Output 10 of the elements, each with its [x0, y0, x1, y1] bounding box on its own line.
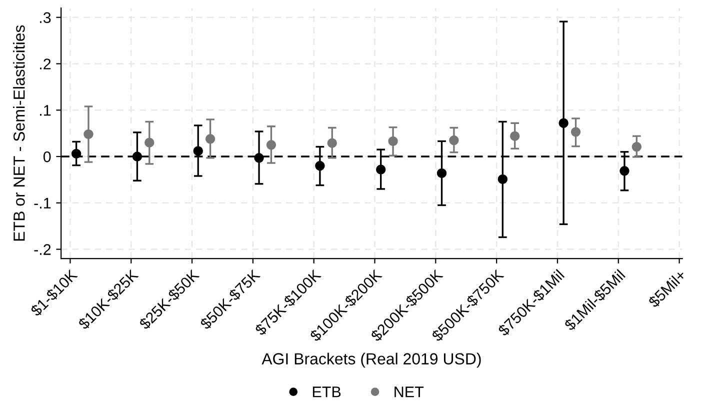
y-tick-label: .3 — [40, 12, 51, 24]
legend-label: NET — [394, 386, 424, 398]
y-tick-label: 0 — [43, 151, 51, 162]
x-axis-title: AGI Brackets (Real 2019 USD) — [262, 352, 481, 368]
y-axis-title: ETB or NET - Semi-Elasticities — [13, 25, 25, 241]
y-tick-label: .1 — [40, 105, 51, 116]
y-tick-label: -.2 — [34, 244, 51, 255]
legend-label: ETB — [312, 386, 341, 398]
y-tick-label: -.1 — [34, 198, 51, 208]
y-tick-label: .2 — [40, 58, 51, 70]
